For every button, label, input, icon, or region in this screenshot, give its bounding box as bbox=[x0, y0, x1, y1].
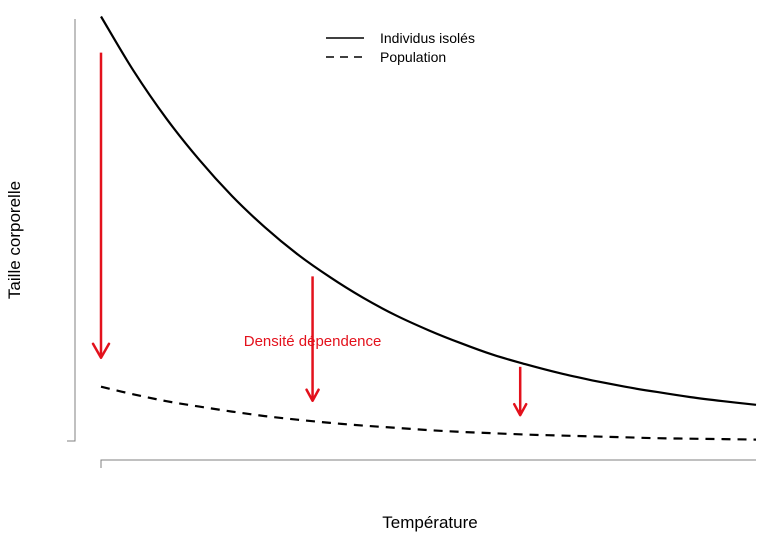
x-axis-label: Température bbox=[382, 513, 477, 532]
series-line-population bbox=[100, 385, 757, 441]
density-arrow-head bbox=[305, 388, 320, 402]
x-axis bbox=[100, 459, 756, 468]
legend-label-population: Population bbox=[380, 49, 446, 65]
density-arrow-2 bbox=[305, 276, 320, 402]
annotation-layer: Densité dépendence bbox=[91, 52, 528, 417]
y-axis-label: Taille corporelle bbox=[5, 181, 24, 299]
density-arrow-head bbox=[512, 402, 528, 417]
series-line-individus-isoles bbox=[100, 15, 757, 406]
legend: Individus isolés Population bbox=[326, 30, 475, 65]
density-arrow-1 bbox=[91, 52, 111, 360]
legend-label-individus-isoles: Individus isolés bbox=[380, 30, 475, 46]
series-layer bbox=[100, 15, 757, 441]
annotation-density-dependence: Densité dépendence bbox=[244, 333, 382, 350]
density-arrow-3 bbox=[512, 366, 528, 417]
y-axis bbox=[67, 19, 76, 442]
density-arrow-head bbox=[91, 342, 111, 360]
